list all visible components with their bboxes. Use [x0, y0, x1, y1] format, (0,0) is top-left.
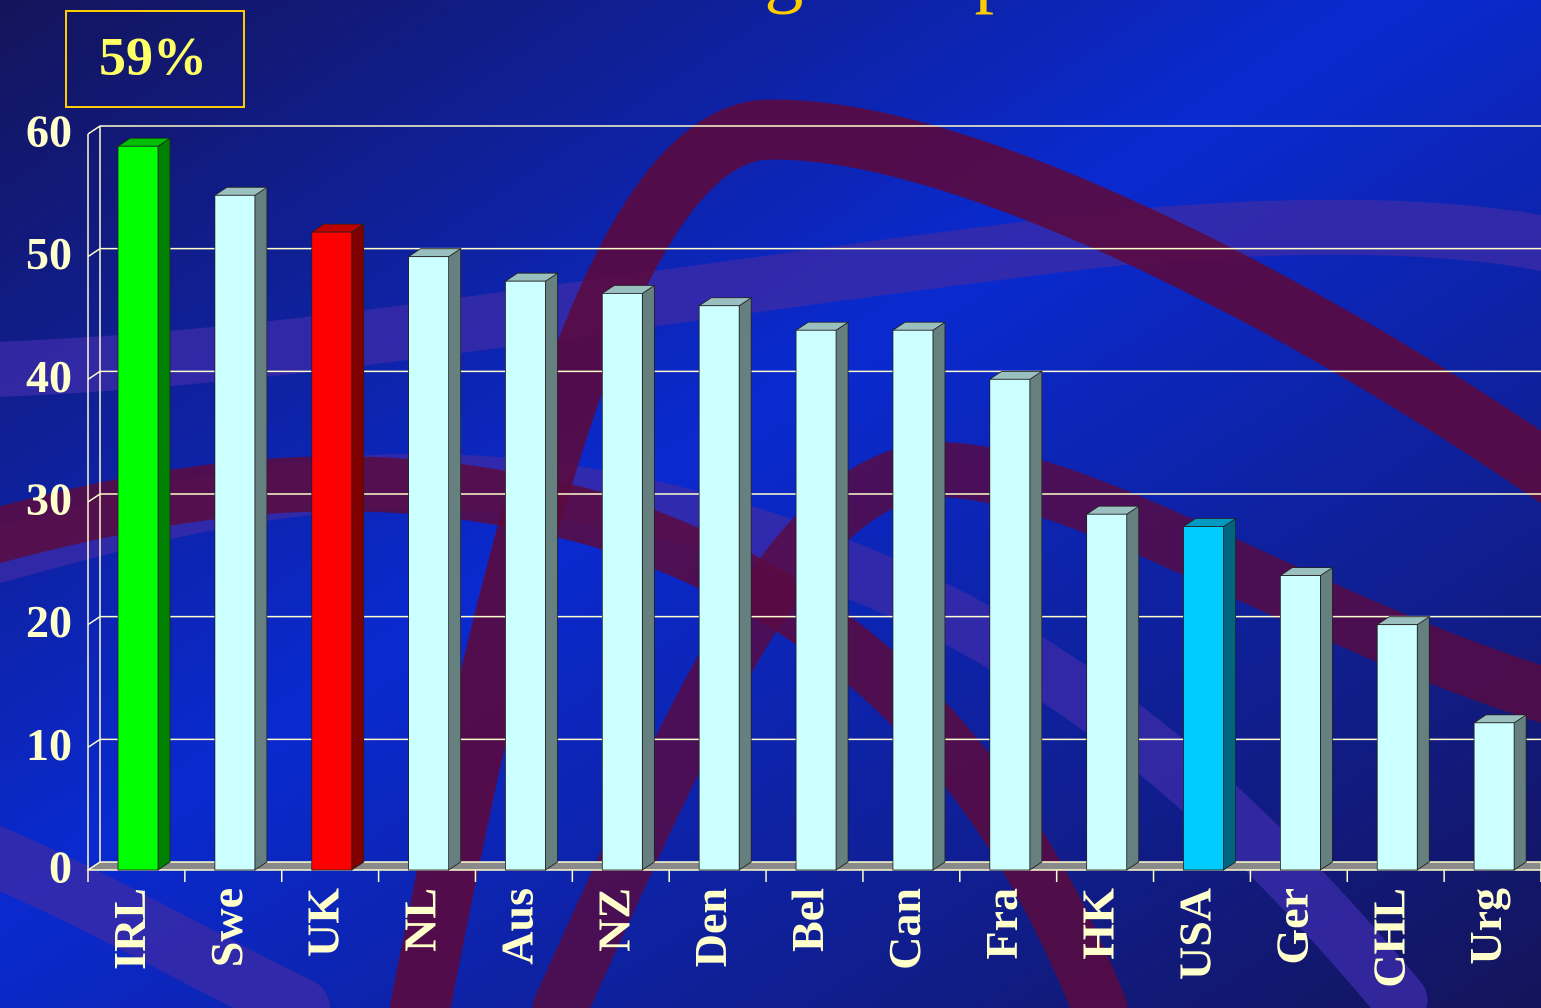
- x-tick-label: Can: [879, 888, 930, 970]
- x-tick-label: Bel: [782, 888, 833, 952]
- y-tick-label: 20: [26, 596, 72, 647]
- bar-front: [1183, 526, 1224, 871]
- bar-side: [545, 272, 558, 871]
- y-tick-label: 60: [26, 106, 72, 157]
- bar-side: [1029, 370, 1043, 871]
- bar-side: [254, 186, 268, 871]
- bar-front: [795, 329, 837, 871]
- bar-front: [1376, 624, 1418, 871]
- bar: [1182, 517, 1237, 871]
- bar-front: [989, 378, 1031, 871]
- bar-front: [311, 231, 353, 871]
- y-tick-label: 50: [26, 228, 72, 279]
- bar-side: [1513, 714, 1527, 871]
- y-tick: [87, 861, 101, 871]
- bar: [988, 370, 1044, 871]
- bar-front: [505, 280, 546, 871]
- bar: [213, 186, 269, 871]
- x-tick-label: Fra: [976, 888, 1027, 960]
- bar-side: [351, 223, 365, 871]
- x-tick-label: Den: [685, 888, 736, 967]
- y-tick: [87, 248, 101, 258]
- bar: [310, 223, 366, 871]
- x-tick-label: NZ: [588, 888, 639, 952]
- bar: [504, 272, 559, 871]
- bar-side: [1223, 517, 1236, 871]
- y-tick-label: 30: [26, 474, 72, 525]
- bar: [794, 321, 850, 871]
- y-tick-label: 40: [26, 351, 72, 402]
- bar-front: [117, 145, 159, 871]
- chart-title: a functioning transplant: [390, 0, 1131, 15]
- x-tick-label: Urg: [1460, 888, 1511, 965]
- bar-front: [214, 194, 256, 871]
- bar-side: [835, 321, 849, 871]
- y-tick: [87, 493, 101, 503]
- bar-front: [601, 293, 643, 871]
- x-tick-label: HK: [1073, 888, 1124, 960]
- y-tick-label: 0: [49, 842, 72, 893]
- y-tick: [87, 125, 101, 135]
- bar-front: [1086, 513, 1128, 871]
- x-tick-label: UK: [298, 888, 349, 957]
- bar-front: [698, 305, 740, 871]
- x-tick-label: IRL: [104, 888, 155, 970]
- annotation: 59%: [99, 26, 207, 86]
- bar-side: [157, 137, 171, 871]
- x-tick-label: NL: [395, 888, 446, 952]
- bar: [601, 284, 656, 871]
- bar-side: [1126, 505, 1140, 871]
- bar-side: [641, 284, 655, 871]
- y-tick: [87, 738, 101, 748]
- bar-side: [932, 321, 946, 871]
- y-tick-label: 10: [26, 719, 72, 770]
- bar: [407, 247, 462, 871]
- bar: [1279, 566, 1334, 871]
- y-tick: [87, 370, 101, 380]
- bar: [1472, 714, 1528, 871]
- bar: [697, 296, 753, 871]
- bar-side: [738, 296, 752, 871]
- x-tick-label: Ger: [1266, 888, 1317, 965]
- bar-front: [408, 256, 450, 871]
- bar: [1375, 615, 1431, 871]
- bar-side: [448, 247, 462, 871]
- bar: [891, 321, 947, 871]
- bar-front: [1280, 575, 1321, 871]
- bar-side: [1416, 615, 1430, 871]
- x-tick-label: USA: [1170, 888, 1221, 980]
- bar-front: [1473, 722, 1515, 871]
- x-tick-label: Aus: [491, 888, 542, 965]
- y-tick: [87, 616, 101, 626]
- bar: [116, 137, 172, 871]
- bar: [1085, 505, 1140, 871]
- annotation-box: [65, 10, 245, 108]
- x-tick-label: Swe: [201, 888, 252, 967]
- bar-side: [1320, 566, 1333, 871]
- x-tick-label: CHL: [1363, 888, 1414, 988]
- bar-front: [892, 329, 934, 871]
